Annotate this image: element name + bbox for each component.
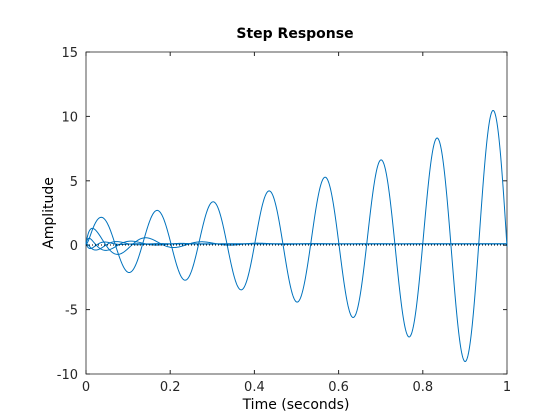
x-tick-label: 0.8 — [412, 380, 433, 395]
series-lines — [85, 109, 508, 362]
plot-area — [85, 51, 508, 375]
x-tick-label: 1 — [503, 380, 511, 395]
axis-ticks: 0 0.2 0.4 0.6 0.8 1 15 10 5 0 -5 -10 — [57, 46, 511, 395]
series-line-5 — [85, 241, 507, 250]
y-tick-label: 0 — [70, 239, 78, 254]
y-tick-label: -5 — [65, 304, 78, 319]
x-tick-label: 0.4 — [244, 380, 265, 395]
x-tick-label: 0 — [82, 380, 90, 395]
y-tick-label: -10 — [57, 368, 78, 383]
series-line-1 — [85, 109, 508, 362]
x-axis-label: Time (seconds) — [242, 397, 350, 413]
y-tick-label: 5 — [70, 175, 78, 190]
y-tick-label: 15 — [61, 46, 78, 61]
chart-title: Step Response — [236, 26, 353, 42]
x-tick-label: 0.6 — [328, 380, 349, 395]
y-tick-label: 10 — [61, 110, 78, 125]
y-axis-label: Amplitude — [41, 177, 57, 249]
x-tick-label: 0.2 — [160, 380, 181, 395]
